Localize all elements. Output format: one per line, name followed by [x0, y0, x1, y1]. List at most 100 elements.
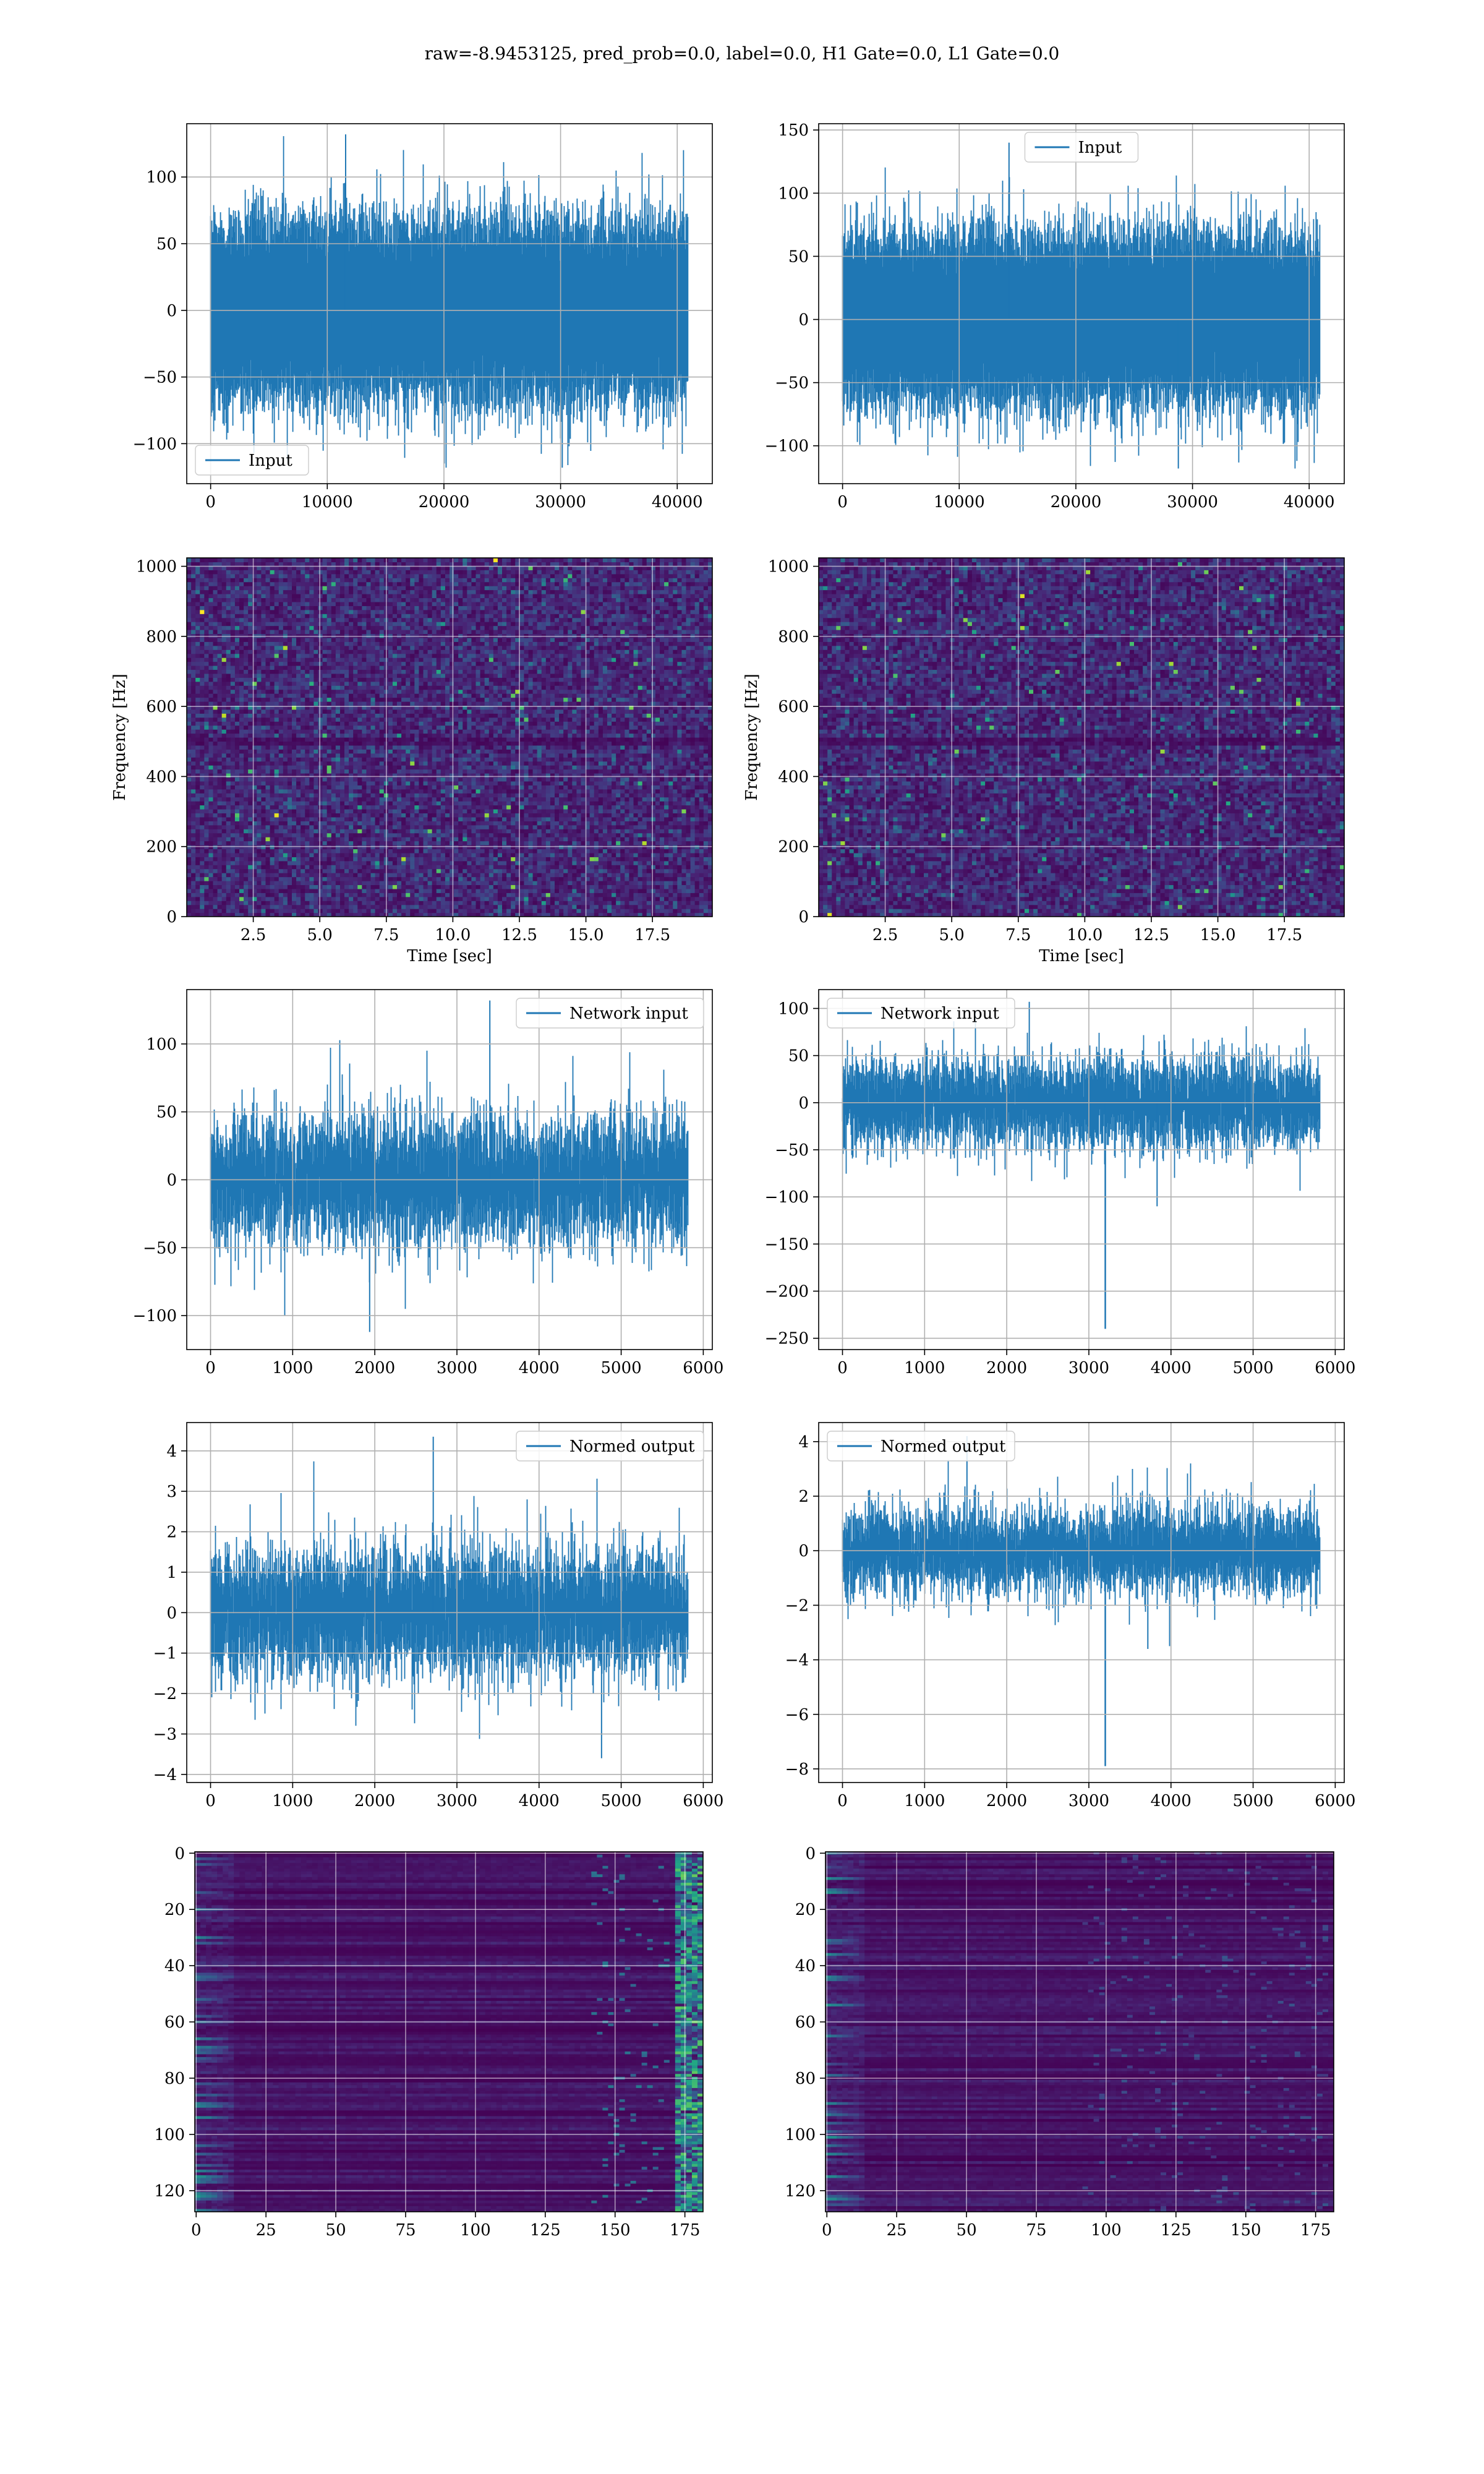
plot-content	[819, 558, 1344, 917]
x-tick-label: 150	[600, 2221, 631, 2240]
y-tick-label: −1	[153, 1645, 177, 1663]
y-tick-label: 80	[164, 2070, 185, 2088]
y-tick-label: −100	[133, 1307, 177, 1325]
legend-box	[827, 998, 1015, 1029]
y-tick-label: 20	[795, 1901, 816, 1919]
x-tick-label: 30000	[535, 493, 586, 511]
grid-lines	[187, 558, 712, 917]
plot-area	[195, 1852, 703, 2212]
y-tick-label: 1000	[768, 558, 809, 576]
series-line	[210, 1461, 689, 1739]
axes-frame	[186, 123, 713, 484]
y-tick-label: −3	[153, 1726, 177, 1744]
axes-frame	[186, 989, 713, 1350]
x-tick-label: 0	[837, 493, 848, 511]
legend: Normed output	[827, 1431, 1015, 1462]
figure-title: raw=-8.9453125, pred_prob=0.0, label=0.0…	[0, 43, 1484, 64]
legend-box	[195, 445, 309, 476]
axes-frame	[194, 1851, 704, 2212]
y-tick-label: 60	[795, 2013, 816, 2032]
y-tick-label: 0	[798, 1542, 809, 1560]
x-tick-label: 1000	[904, 1359, 945, 1377]
legend-label: Normed output	[881, 1437, 1006, 1456]
legend: Input	[1024, 132, 1139, 163]
x-tick-label: 50	[957, 2221, 977, 2240]
y-tick-label: 20	[164, 1901, 185, 1919]
heatmap-cells	[819, 558, 1344, 917]
y-tick-label: −4	[153, 1766, 177, 1784]
x-tick-label: 30000	[1167, 493, 1218, 511]
y-tick-label: 0	[805, 1844, 816, 1863]
legend: Input	[195, 445, 309, 476]
series-line	[210, 1040, 689, 1316]
x-tick-label: 2.5	[872, 926, 898, 944]
y-tick-label: 4	[166, 1442, 177, 1461]
legend-label: Input	[1078, 139, 1122, 157]
x-tick-label: 6000	[1315, 1792, 1355, 1810]
plot-content	[210, 134, 689, 468]
x-tick-label: 175	[1300, 2221, 1331, 2240]
y-tick-label: 2	[166, 1523, 177, 1542]
y-tick-label: 200	[778, 838, 809, 857]
x-tick-label: 6000	[683, 1792, 723, 1810]
x-tick-label: 2000	[986, 1359, 1027, 1377]
y-tick-label: 800	[146, 628, 177, 646]
x-tick-label: 5000	[1232, 1359, 1273, 1377]
legend: Network input	[516, 998, 704, 1029]
series-line	[210, 136, 689, 468]
x-tick-label: 17.5	[1266, 926, 1302, 944]
y-tick-label: −50	[143, 1239, 177, 1257]
y-tick-label: −8	[785, 1760, 809, 1779]
x-tick-label: 2.5	[241, 926, 266, 944]
x-tick-label: 0	[205, 1792, 216, 1810]
x-tick-label: 12.5	[501, 926, 537, 944]
axes-frame	[186, 557, 713, 917]
x-tick-label: 3000	[1068, 1359, 1109, 1377]
y-tick-label: −200	[765, 1283, 809, 1301]
y-tick-label: 0	[166, 1604, 177, 1622]
grid-lines	[187, 1423, 712, 1783]
x-tick-label: 5000	[1232, 1792, 1273, 1810]
y-tick-label: 150	[778, 121, 809, 140]
x-tick-label: 100	[460, 2221, 491, 2240]
y-tick-label: 50	[788, 247, 809, 266]
y-tick-label: 100	[778, 999, 809, 1018]
y-tick-label: 600	[778, 698, 809, 716]
plot-area	[819, 990, 1344, 1350]
y-tick-label: −50	[775, 1141, 809, 1160]
plot-content	[210, 1000, 689, 1332]
plot-content	[842, 1436, 1321, 1766]
legend-box	[827, 1431, 1015, 1462]
y-tick-label: 120	[785, 2182, 816, 2201]
x-tick-label: 0	[822, 2221, 832, 2240]
x-tick-label: 4000	[1151, 1359, 1192, 1377]
y-tick-label: 100	[146, 168, 177, 187]
plot-content	[195, 1852, 703, 2212]
x-tick-label: 6000	[1315, 1359, 1355, 1377]
x-tick-label: 125	[1161, 2221, 1192, 2240]
x-tick-label: 3000	[1068, 1792, 1109, 1810]
x-tick-label: 17.5	[634, 926, 670, 944]
axes-frame	[818, 123, 1345, 484]
x-tick-label: 75	[1026, 2221, 1046, 2240]
y-tick-label: 60	[164, 2013, 185, 2032]
y-tick-label: −250	[765, 1330, 809, 1348]
y-tick-label: −50	[775, 374, 809, 393]
x-tick-label: 5000	[600, 1792, 641, 1810]
y-tick-label: 1	[166, 1564, 177, 1582]
x-tick-label: 1000	[904, 1792, 945, 1810]
x-tick-label: 3000	[437, 1792, 477, 1810]
y-tick-label: 2	[798, 1487, 809, 1506]
plot-content	[187, 558, 712, 917]
y-tick-label: 800	[778, 628, 809, 646]
x-tick-label: 6000	[683, 1359, 723, 1377]
plot-content	[825, 1852, 1334, 2212]
x-tick-label: 10.0	[1067, 926, 1102, 944]
y-tick-label: −100	[765, 1188, 809, 1207]
y-tick-label: 0	[166, 1171, 177, 1189]
legend-box	[516, 998, 704, 1029]
y-tick-label: 400	[146, 768, 177, 786]
